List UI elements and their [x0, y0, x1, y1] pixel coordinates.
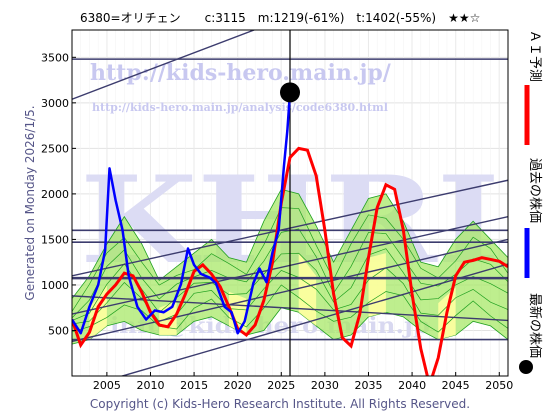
watermark-url-main: http://kids-hero.main.jp/: [90, 60, 392, 86]
y-tick-label: 500: [48, 324, 69, 337]
x-tick-label: 2050: [485, 379, 513, 392]
chart-title: 6380=オリチェン c:3115 m:1219(-61%) t:1402(-5…: [80, 11, 480, 25]
y-tick-label: 3000: [41, 97, 69, 110]
latest-price-marker: [280, 82, 300, 103]
y-tick-label: 1500: [41, 233, 69, 246]
legend-latest-swatch: [519, 360, 533, 374]
marker-layer: [280, 82, 300, 103]
generated-date-label: Generated on Monday 2026/1/5.: [23, 105, 37, 300]
prediction-band-patch: [368, 253, 386, 317]
x-tick-label: 2005: [93, 379, 121, 392]
y-axis-ticks: 500 1000 1500 2000 2500 3000 3500: [41, 51, 76, 337]
x-tick-label: 2015: [180, 379, 208, 392]
legend-past-label: 過去の株価: [527, 158, 542, 223]
x-tick-label: 2035: [354, 379, 382, 392]
past-price-line: [72, 92, 292, 335]
x-tick-label: 2045: [442, 379, 470, 392]
x-tick-label: 2025: [267, 379, 295, 392]
legend-latest-label: 最新の株価: [527, 293, 543, 358]
y-tick-label: 2500: [41, 142, 69, 155]
series-lines: [72, 92, 508, 376]
trend-line: [72, 30, 257, 100]
x-tick-label: 2040: [398, 379, 426, 392]
x-tick-label: 2010: [136, 379, 164, 392]
y-tick-label: 2000: [41, 188, 69, 201]
ai-prediction-line: [72, 146, 508, 376]
y-tick-label: 1000: [41, 279, 69, 292]
legend-ai-label: ＡＩ予測: [527, 30, 542, 82]
x-axis-ticks: 2005 2010 2015 2020 2025 2030 2035 2040 2045 2050: [93, 372, 513, 392]
y-tick-label: 3500: [41, 51, 69, 64]
watermark-url-analysis: http://kids-hero.main.jp/analysis/code63…: [92, 101, 388, 114]
copyright-text: Copyright (c) Kids-Hero Research Institu…: [90, 397, 470, 411]
x-tick-label: 2030: [311, 379, 339, 392]
x-tick-label: 2020: [224, 379, 252, 392]
plot-frame: [71, 29, 509, 377]
legend: ＡＩ予測 過去の株価 最新の株価: [519, 30, 543, 374]
